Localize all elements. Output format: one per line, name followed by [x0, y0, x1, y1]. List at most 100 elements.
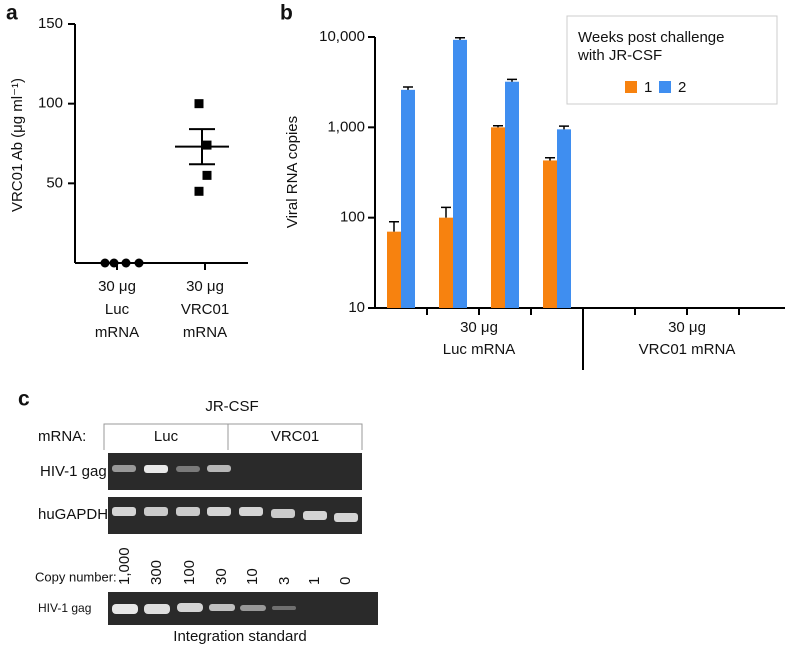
y-axis-label: Viral RNA copies	[284, 116, 301, 228]
text-line: 30 μg	[98, 278, 136, 295]
band	[177, 603, 203, 612]
y-tick-label: 10	[348, 299, 365, 316]
text-line: 30 μg	[186, 278, 224, 295]
row-label: HIV-1 gag	[40, 463, 107, 480]
y-axis-label: VRC01 Ab (μg ml⁻¹)	[9, 78, 26, 212]
bar	[491, 127, 505, 308]
bar	[401, 89, 415, 308]
x-tick-label: 30 μg VRC01 mRNA	[181, 278, 229, 341]
text-line: mRNA	[183, 324, 227, 341]
bar	[505, 81, 519, 309]
band	[303, 511, 327, 520]
legend-label: 2	[678, 79, 686, 96]
bar	[557, 129, 571, 308]
error-bar	[403, 86, 413, 90]
text-line: Luc mRNA	[443, 341, 516, 358]
band	[239, 507, 263, 516]
band	[207, 507, 231, 516]
band	[207, 465, 231, 472]
text-line: 30 μg	[460, 319, 498, 336]
x-tick-label: 30 μg Luc mRNA	[95, 278, 139, 341]
copy-number: 0	[337, 577, 354, 585]
error-bar	[189, 128, 215, 166]
dot	[100, 258, 110, 268]
text-line: Weeks post challenge	[578, 29, 724, 46]
band	[271, 509, 295, 518]
gel-bands	[112, 465, 358, 522]
dot	[194, 186, 204, 196]
legend-box	[566, 15, 778, 105]
y-tick-label: 150	[38, 15, 63, 32]
error-bar	[493, 125, 503, 128]
group-bracket	[103, 423, 363, 450]
band	[144, 507, 168, 516]
row-label: HIV-1 gag	[38, 601, 91, 615]
dot	[134, 258, 144, 268]
legend: Weeks post challenge with JR-CSF 1 2	[566, 15, 778, 105]
group-label: 30 μg Luc mRNA	[443, 319, 516, 358]
y-tick-label: 100	[38, 95, 63, 112]
legend-label: 1	[644, 79, 652, 96]
copy-number: 10	[244, 568, 261, 585]
mrna-label: mRNA:	[38, 428, 86, 445]
error-bar	[441, 206, 451, 218]
group-label: Luc	[154, 428, 179, 445]
band	[240, 605, 266, 611]
text-line: VRC01 mRNA	[639, 341, 736, 358]
band	[112, 507, 136, 516]
legend-swatch	[625, 81, 637, 93]
gel-bands	[112, 603, 296, 614]
text-line: 30 μg	[668, 319, 706, 336]
band	[112, 465, 136, 472]
copy-number: 30	[213, 568, 230, 585]
dot	[109, 258, 119, 268]
legend-title: Weeks post challenge with JR-CSF	[577, 29, 724, 64]
band	[272, 606, 296, 610]
copy-label: Copy number:	[35, 569, 117, 584]
copy-number: 1,000	[116, 547, 133, 585]
band	[176, 507, 200, 516]
copy-number: 1	[306, 577, 323, 585]
copy-number: 100	[181, 560, 198, 585]
gel-caption: Integration standard	[173, 628, 306, 645]
copy-number: 300	[148, 560, 165, 585]
bar	[387, 231, 401, 308]
error-bar	[389, 221, 399, 232]
legend-swatch	[659, 81, 671, 93]
error-bar	[455, 37, 465, 40]
error-bar	[507, 78, 517, 82]
text-line: Luc	[105, 301, 130, 318]
text-line: mRNA	[95, 324, 139, 341]
band	[144, 604, 170, 614]
band	[334, 513, 358, 522]
text-line: VRC01	[181, 301, 229, 318]
bar	[453, 39, 467, 308]
panel-label: c	[18, 388, 30, 411]
gel-title: JR-CSF	[205, 398, 258, 415]
band	[144, 465, 168, 473]
y-tick-label: 1,000	[327, 118, 365, 135]
copy-number: 3	[276, 577, 293, 585]
bar	[543, 160, 557, 308]
dot	[202, 140, 212, 150]
panel-label: a	[6, 2, 18, 25]
band	[209, 604, 235, 611]
copy-numbers: 1,000 300 100 30 10 3 1 0	[116, 547, 354, 585]
group-label: 30 μg VRC01 mRNA	[639, 319, 736, 358]
row-label: huGAPDH	[38, 506, 108, 523]
band	[176, 466, 200, 472]
panel-c: JR-CSF mRNA: Luc VRC01 HIV-1 gag huGAPDH…	[35, 398, 378, 645]
error-bar	[559, 125, 569, 130]
panel-label: b	[280, 2, 293, 25]
dot	[202, 170, 212, 180]
y-tick-label: 50	[46, 174, 63, 191]
group-label: VRC01	[271, 428, 319, 445]
text-line: with JR-CSF	[577, 47, 662, 64]
error-bar	[545, 157, 555, 161]
y-tick-label: 10,000	[319, 28, 365, 45]
y-tick-label: 100	[340, 209, 365, 226]
band	[112, 604, 138, 614]
dot	[121, 258, 131, 268]
bar	[439, 217, 453, 308]
